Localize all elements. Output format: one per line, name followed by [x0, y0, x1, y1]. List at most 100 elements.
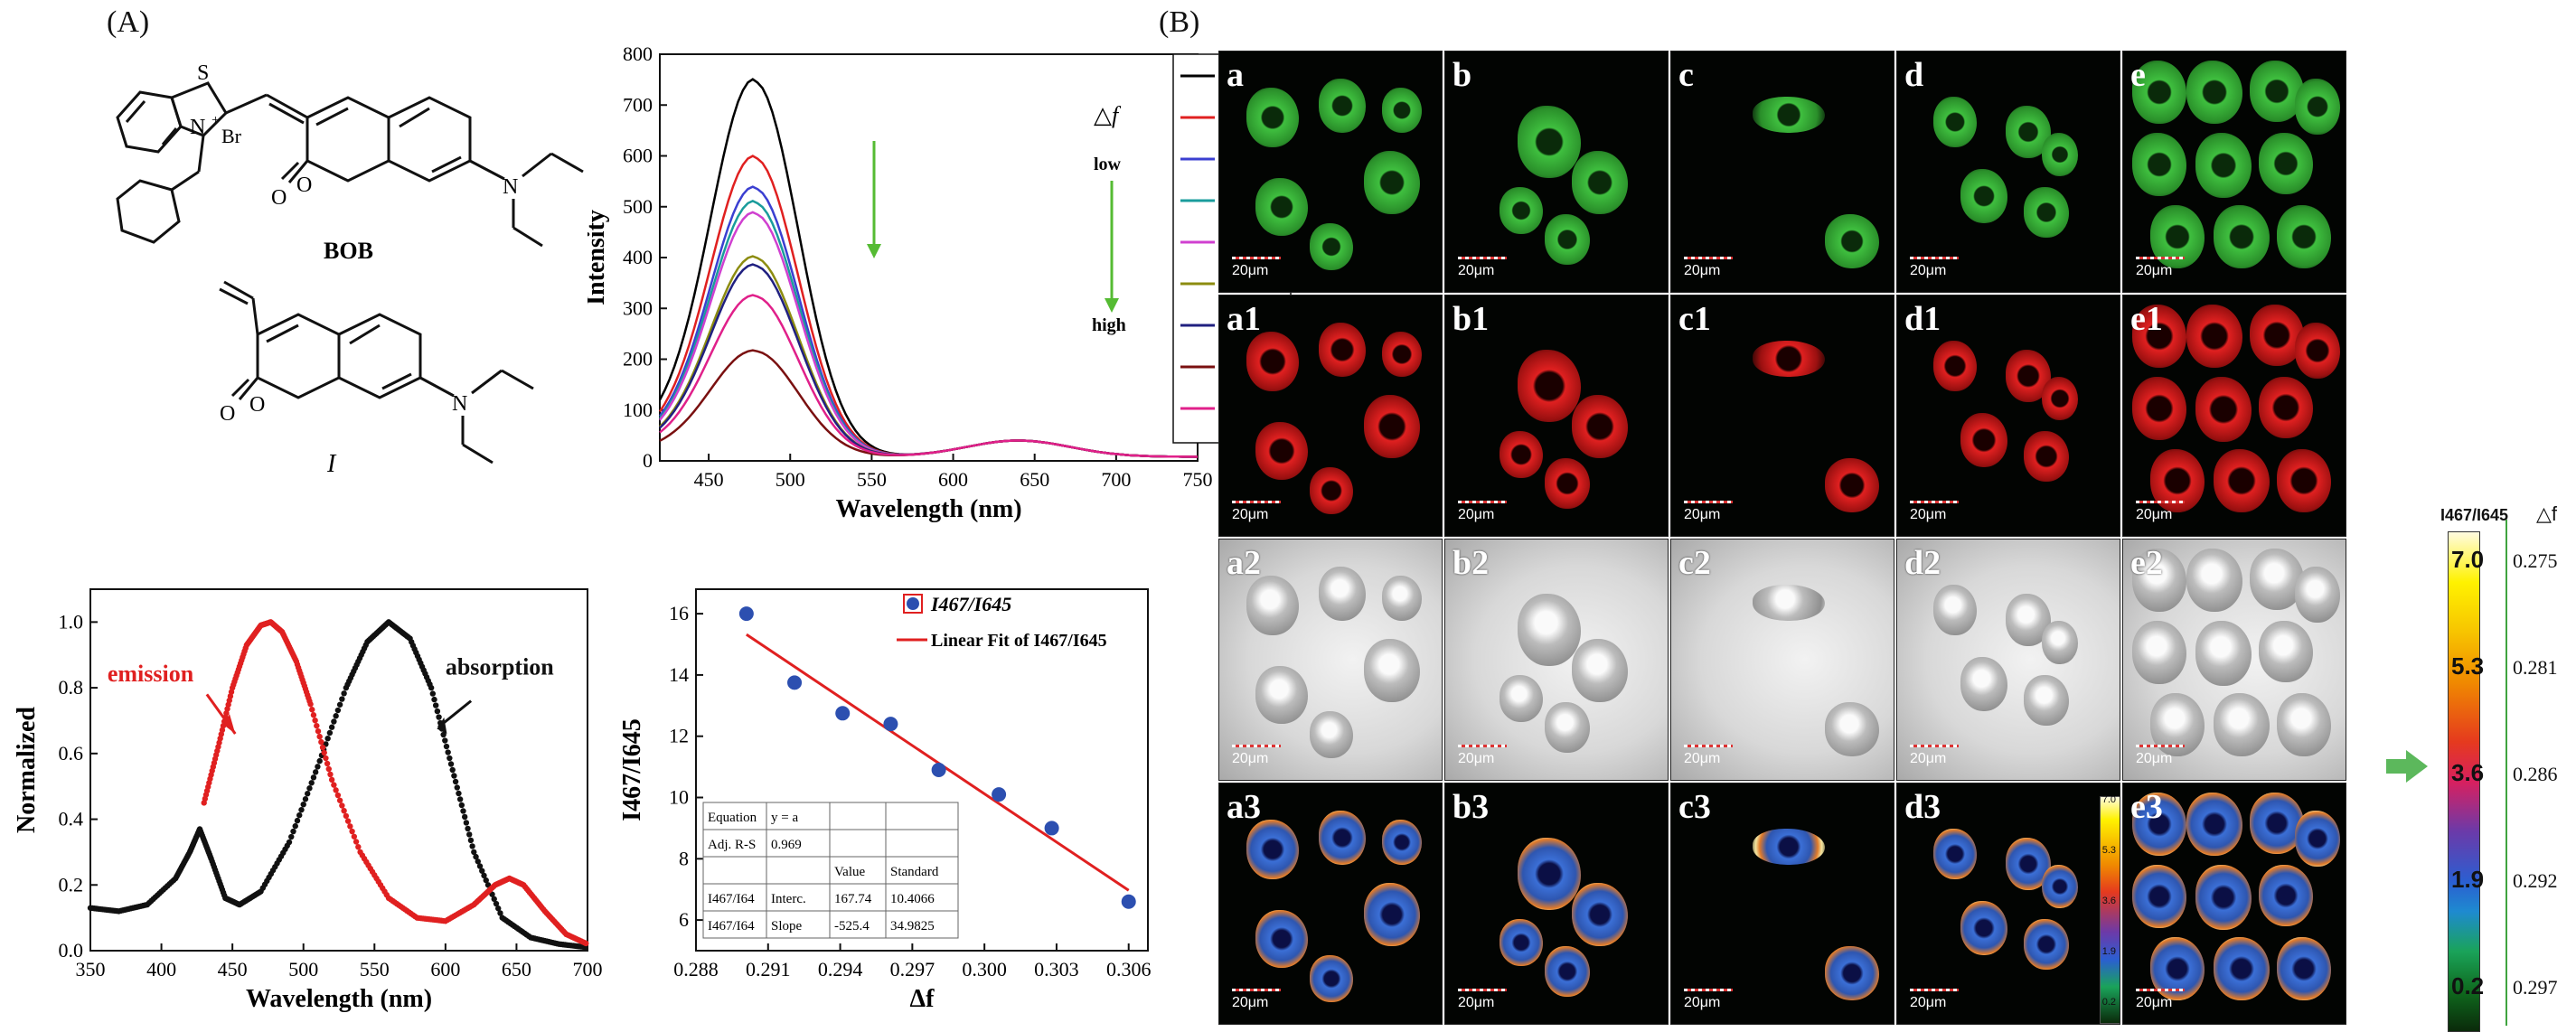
cell-shape: [1518, 838, 1581, 910]
cell-shape: [1825, 702, 1879, 756]
emission-point: [347, 823, 353, 830]
cell-shape: [1572, 639, 1628, 702]
scale-bar: [2136, 257, 2185, 259]
colorbar-ratio-value: 1.9: [2451, 866, 2485, 893]
y-axis-label: Intensity: [588, 210, 610, 305]
cell-shape: [1255, 422, 1308, 480]
scale-bar: [2136, 501, 2185, 503]
cell-shape: [1933, 341, 1977, 391]
x-axis-label: Wavelength (nm): [835, 495, 1021, 523]
table-cell-text: I467/I64: [708, 892, 755, 906]
absorption-point: [456, 790, 462, 797]
y-tick-label: 100: [623, 399, 653, 421]
scale-bar-label: 20μm: [2136, 995, 2173, 1010]
scale-bar: [1458, 257, 1507, 259]
scale-bar-label: 20μm: [2136, 507, 2173, 522]
scale-bar-label: 20μm: [2136, 263, 2173, 278]
absorption-point: [300, 801, 306, 808]
table-cell-text: Value: [834, 865, 865, 879]
cell-shape: [2132, 621, 2186, 684]
normalized-chart: 350 400 450 500 550 600 650 700 0.0 0.2 0.4 0.6 0.8 1…: [13, 588, 603, 1013]
panel-label-b: (B): [1159, 5, 1200, 39]
y-tick-label: 1.0: [59, 610, 84, 633]
y-tick-label: 14: [669, 663, 689, 686]
cell-shape: [1310, 955, 1353, 1002]
micrograph-label: c: [1678, 56, 1694, 94]
colorbar-ratio-value: 5.3: [2451, 652, 2485, 680]
table-cell-text: 34.9825: [890, 919, 935, 933]
emission-point: [339, 802, 345, 809]
colorbar-df-value: 0.286: [2513, 763, 2558, 785]
table-cell: [702, 802, 767, 830]
cell-shape: [1572, 883, 1628, 946]
cell-shape: [1545, 702, 1590, 753]
emission-point: [324, 760, 331, 767]
cell-shape: [2295, 811, 2340, 867]
cell-shape: [1319, 323, 1366, 377]
micrograph-d3: d3 20μm 7.0 5.3 3.6 1.9 0.2: [1896, 783, 2120, 1025]
emission-point: [309, 707, 315, 713]
cell-shape: [1319, 811, 1366, 865]
cell-shape: [2132, 865, 2186, 928]
mini-colorbar-label: 7.0: [2101, 794, 2116, 805]
scale-bar-label: 20μm: [1458, 507, 1495, 522]
x-tick-label: 0.288: [673, 958, 719, 980]
micrograph-b3: b3 20μm: [1444, 783, 1669, 1025]
micrograph-d1: d1 20μm: [1896, 295, 2120, 537]
legend-points-label: I467/I645: [930, 593, 1011, 615]
scale-bar-label: 20μm: [2136, 751, 2173, 766]
table-cell: [766, 802, 831, 830]
spectrum-line-5: [659, 255, 1199, 458]
y-axis-label: Normalized: [13, 707, 41, 833]
oxygen-carbonyl: O: [271, 186, 287, 210]
scale-bar-label: 20μm: [1458, 751, 1495, 766]
table-cell-text: Standard: [890, 865, 939, 879]
charge-plus: +: [212, 113, 220, 128]
colorbar-ratio-value: 7.0: [2451, 546, 2485, 573]
micrograph-label: c2: [1678, 544, 1711, 582]
cell-shape: [2042, 621, 2078, 664]
absorption-point: [336, 701, 343, 708]
absorption-point: [467, 837, 475, 844]
micrograph-a2: a2 20μm: [1218, 539, 1443, 781]
scale-bar-label: 20μm: [1458, 995, 1495, 1010]
table-cell-text: -525.4: [834, 919, 870, 933]
absorption-annotation: absorption: [446, 654, 554, 680]
absorption-point: [326, 729, 334, 736]
x-tick-label: 600: [430, 958, 460, 980]
cell-shape: [1246, 820, 1299, 879]
scale-bar: [1232, 745, 1281, 747]
emission-point: [310, 712, 317, 718]
cell-shape: [1825, 946, 1879, 1000]
legend-fit-label: Linear Fit of I467/I645: [931, 631, 1107, 651]
cell-shape: [2214, 937, 2270, 1000]
scale-bar: [1910, 989, 1959, 991]
cell-shape: [1246, 88, 1299, 147]
micrograph-label: b2: [1453, 544, 1490, 582]
absorption-point: [296, 812, 303, 819]
spectrum-line-1: [658, 155, 1199, 458]
x-tick-label: 550: [360, 958, 390, 980]
scale-bar: [1458, 745, 1507, 747]
y-tick-label: 8: [679, 847, 689, 869]
absorption-point: [447, 761, 455, 767]
oxygen-ring-i: O: [249, 393, 265, 417]
micrograph-d2: d2 20μm: [1896, 539, 2120, 781]
micrograph-e3: e3 20μm: [2122, 783, 2346, 1025]
scale-bar-label: 20μm: [1910, 995, 1947, 1010]
scale-bar: [1684, 745, 1733, 747]
data-point: [787, 675, 803, 690]
nitrogen-atom: N: [190, 116, 205, 139]
fluorescence-chart: 450 500 550 600 650 700 750 0 100 200 300 400 500 600…: [588, 42, 1292, 523]
mini-colorbar: [2100, 796, 2120, 1024]
scale-bar: [1458, 501, 1507, 503]
colorbar-df-value: 0.292: [2513, 869, 2558, 892]
microscopy-grid: a 20μm b 20μm c 20μm d 20μm e 20μm a1 20μm b1 20μm c1 2…: [1218, 51, 2357, 1027]
micrograph-label: c1: [1678, 300, 1711, 338]
cell-shape: [1310, 467, 1353, 514]
table-cell: [885, 856, 959, 885]
delta-f-label: △f: [1094, 102, 1122, 128]
x-tick-label: 750: [1183, 468, 1213, 491]
x-tick-label: 700: [1101, 468, 1131, 491]
scale-bar-label: 20μm: [1684, 751, 1721, 766]
